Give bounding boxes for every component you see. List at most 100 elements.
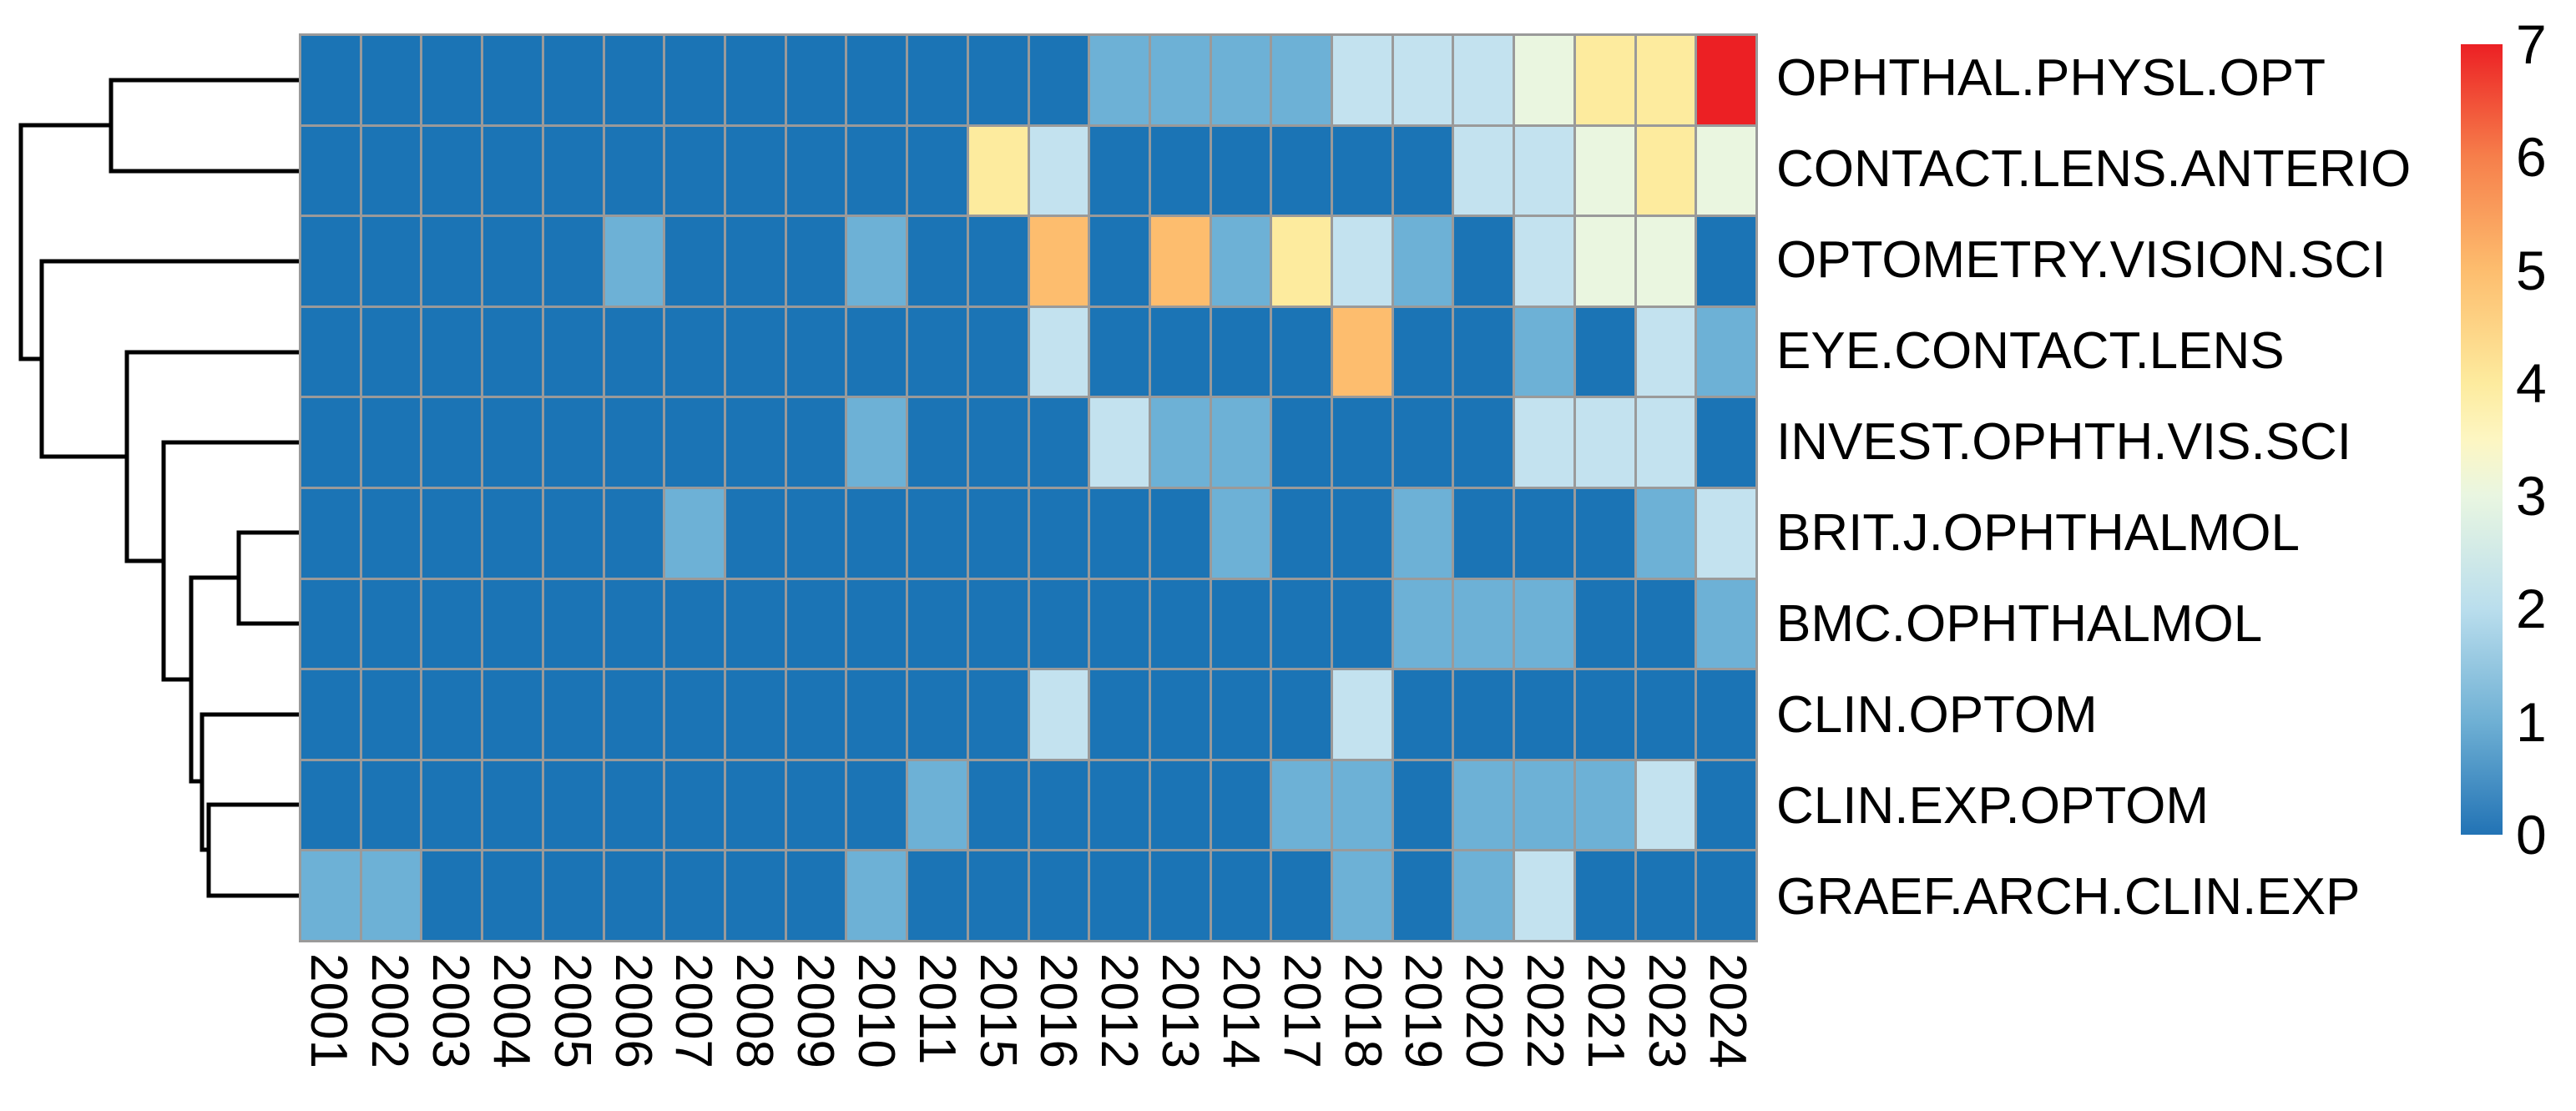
col-label: 2007 (664, 953, 722, 1068)
heatmap-cell (1697, 760, 1755, 850)
heatmap-cell (1454, 307, 1513, 396)
heatmap-cell (786, 670, 846, 759)
heatmap-cell (1272, 217, 1331, 306)
heatmap-cell (908, 851, 967, 940)
heatmap-cell (543, 851, 603, 940)
heatmap-cell (847, 488, 907, 578)
heatmap-cell (1090, 579, 1149, 669)
heatmap-cell (786, 488, 846, 578)
heatmap-cell (1211, 579, 1270, 669)
heatmap-cell (1333, 851, 1392, 940)
col-label: 2023 (1638, 953, 1695, 1068)
heatmap-cell (604, 398, 664, 487)
heatmap-cell (1150, 217, 1210, 306)
heatmap-cell (1150, 36, 1210, 124)
heatmap-cell (301, 398, 360, 487)
heatmap-cell (1090, 488, 1149, 578)
heatmap-cell (1575, 307, 1634, 396)
heatmap-cell (1090, 126, 1149, 215)
heatmap-cell (1575, 488, 1634, 578)
heatmap-cell (483, 488, 542, 578)
heatmap-cell (1029, 398, 1088, 487)
heatmap-cell (908, 398, 967, 487)
heatmap-cell (604, 126, 664, 215)
heatmap-cell (543, 126, 603, 215)
heatmap-cell (786, 579, 846, 669)
heatmap-cell (968, 851, 1028, 940)
heatmap-cell (1211, 217, 1270, 306)
heatmap-cell (725, 488, 785, 578)
heatmap-cell (422, 760, 482, 850)
heatmap-cell (1090, 36, 1149, 124)
dendrogram (18, 78, 301, 898)
col-label: 2024 (1699, 953, 1756, 1068)
heatmap-cell (1515, 851, 1573, 940)
heatmap-cell (604, 579, 664, 669)
heatmap-cell (786, 398, 846, 487)
heatmap-cell (1697, 36, 1755, 124)
legend-tick-label: 0 (2516, 804, 2547, 866)
heatmap-cell (908, 760, 967, 850)
heatmap-cell (483, 670, 542, 759)
heatmap-cell (483, 126, 542, 215)
heatmap-cell (1393, 670, 1452, 759)
heatmap-cell (908, 217, 967, 306)
heatmap-cell (725, 217, 785, 306)
heatmap-cell (422, 36, 482, 124)
heatmap-cell (725, 760, 785, 850)
heatmap-cell (1575, 579, 1634, 669)
col-label: 2009 (786, 953, 844, 1068)
heatmap-cell (665, 851, 724, 940)
heatmap-cell (604, 851, 664, 940)
heatmap-cell (847, 851, 907, 940)
heatmap-cell (1272, 488, 1331, 578)
heatmap-cell (786, 851, 846, 940)
heatmap-cell (483, 36, 542, 124)
heatmap-cell (908, 488, 967, 578)
heatmap-cell (1636, 851, 1695, 940)
heatmap-cell (422, 126, 482, 215)
heatmap-cell (361, 760, 421, 850)
heatmap-cell (1393, 760, 1452, 850)
heatmap-cell (1333, 760, 1392, 850)
heatmap-cell (1272, 307, 1331, 396)
heatmap-cell (1454, 488, 1513, 578)
legend-tick-label: 1 (2516, 691, 2547, 753)
heatmap-cell (604, 670, 664, 759)
heatmap-cell (908, 126, 967, 215)
heatmap-cell (1393, 398, 1452, 487)
col-label: 2005 (543, 953, 601, 1068)
col-label: 2022 (1516, 953, 1573, 1068)
heatmap-cell (422, 398, 482, 487)
legend-tick-label: 7 (2516, 13, 2547, 75)
row-label: BMC.OPHTHALMOL (1776, 595, 2263, 653)
heatmap-cell (1515, 36, 1573, 124)
heatmap-cell (1393, 217, 1452, 306)
heatmap-cell (361, 488, 421, 578)
heatmap-cell (1333, 488, 1392, 578)
heatmap-cell (1211, 398, 1270, 487)
heatmap-cell (301, 851, 360, 940)
heatmap-cell (1211, 488, 1270, 578)
col-label: 2018 (1334, 953, 1392, 1068)
heatmap-cell (847, 579, 907, 669)
heatmap-cell (1575, 217, 1634, 306)
heatmap-cell (1272, 670, 1331, 759)
heatmap-cell (1090, 670, 1149, 759)
heatmap-cell (422, 851, 482, 940)
heatmap-cell (1150, 307, 1210, 396)
col-label: 2016 (1029, 953, 1087, 1068)
col-label: 2006 (604, 953, 662, 1068)
heatmap-cell (968, 488, 1028, 578)
heatmap-cell (1333, 579, 1392, 669)
legend-tick-label: 4 (2516, 352, 2547, 414)
heatmap-cell (301, 36, 360, 124)
heatmap-cell (1636, 579, 1695, 669)
col-label: 2020 (1455, 953, 1513, 1068)
heatmap-cell (665, 217, 724, 306)
col-label: 2021 (1577, 953, 1634, 1068)
heatmap-cell (968, 760, 1028, 850)
col-label: 2017 (1273, 953, 1331, 1068)
heatmap-cell (725, 36, 785, 124)
row-label: CLIN.OPTOM (1776, 686, 2098, 744)
